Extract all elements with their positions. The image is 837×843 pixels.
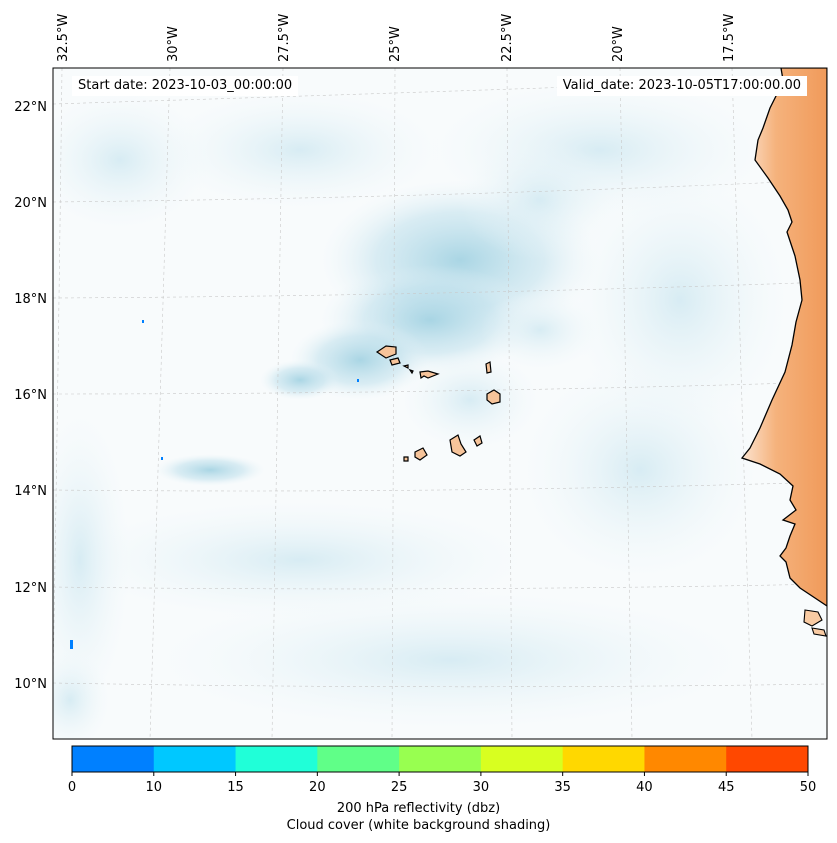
longitude-labels: 32.5°W 30°W 27.5°W 25°W 22.5°W 20°W 17.5… bbox=[56, 14, 737, 62]
colorbar-tick-label: 35 bbox=[554, 780, 571, 795]
coast-detail bbox=[803, 609, 827, 637]
lon-label: 32.5°W bbox=[56, 14, 71, 62]
lon-label: 30°W bbox=[166, 26, 181, 62]
colorbar-segment bbox=[153, 746, 237, 772]
colorbar-tick-label: 10 bbox=[146, 780, 163, 795]
valid-date-value: 2023-10-05T17:00:00.00 bbox=[638, 78, 801, 93]
lat-label: 10°N bbox=[14, 677, 47, 692]
graticule bbox=[53, 68, 827, 739]
colorbar-label: 200 hPa reflectivity (dbz) bbox=[336, 801, 501, 816]
colorbar-segment bbox=[644, 746, 727, 772]
valid-date-box: Valid_date: 2023-10-05T17:00:00.00 bbox=[556, 76, 807, 96]
africa-coast bbox=[740, 68, 827, 607]
map-panel bbox=[53, 68, 827, 739]
colorbar-tick-label: 25 bbox=[391, 780, 408, 795]
colorbar-segment bbox=[399, 746, 482, 772]
lat-label: 16°N bbox=[14, 388, 47, 403]
colorbar-tick-label: 15 bbox=[227, 780, 244, 795]
valid-date-label: Valid_date: bbox=[562, 78, 635, 93]
lon-label: 22.5°W bbox=[500, 14, 515, 62]
colorbar-tick-label: 0 bbox=[68, 780, 76, 795]
colorbar-segment bbox=[72, 746, 155, 772]
colorbar-segment bbox=[726, 746, 809, 772]
colorbar-segment bbox=[562, 746, 645, 772]
colorbar-tick-label: 45 bbox=[718, 780, 735, 795]
colorbar-tick-label: 30 bbox=[473, 780, 490, 795]
colorbar-segment bbox=[235, 746, 318, 772]
lon-label: 17.5°W bbox=[722, 14, 737, 62]
cape-verde-islands bbox=[375, 345, 501, 462]
lat-label: 12°N bbox=[14, 581, 47, 596]
lat-label: 22°N bbox=[14, 100, 47, 115]
lat-label: 18°N bbox=[14, 292, 47, 307]
lat-label: 14°N bbox=[14, 484, 47, 499]
lon-label: 20°W bbox=[611, 26, 626, 62]
cloud-cover-shading bbox=[53, 80, 790, 739]
colorbar-segment bbox=[317, 746, 400, 772]
lat-label: 20°N bbox=[14, 196, 47, 211]
colorbar-sublabel: Cloud cover (white background shading) bbox=[286, 818, 551, 833]
lon-label: 25°W bbox=[388, 26, 403, 62]
lon-label: 27.5°W bbox=[277, 14, 292, 62]
start-date-label: Start date: bbox=[78, 78, 148, 93]
reflectivity-spots bbox=[70, 320, 359, 649]
colorbar-tick-label: 40 bbox=[636, 780, 653, 795]
colorbar: 0 10 15 20 25 30 35 40 45 50 bbox=[68, 746, 816, 795]
colorbar-tick-label: 50 bbox=[800, 780, 817, 795]
map-frame bbox=[52, 67, 828, 740]
colorbar-frame bbox=[71, 745, 809, 773]
colorbar-tick-label: 20 bbox=[309, 780, 326, 795]
latitude-labels: 22°N 20°N 18°N 16°N 14°N 12°N 10°N bbox=[14, 100, 47, 692]
start-date-box: Start date: 2023-10-03_00:00:00 bbox=[72, 76, 299, 96]
colorbar-segment bbox=[480, 746, 564, 772]
start-date-value: 2023-10-03_00:00:00 bbox=[151, 78, 293, 93]
